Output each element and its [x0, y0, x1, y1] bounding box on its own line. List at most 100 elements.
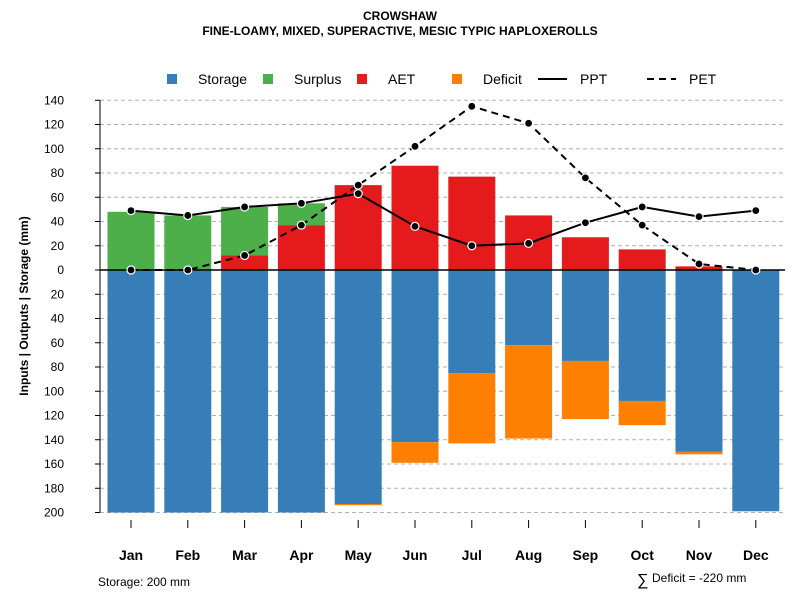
ppt-point	[296, 198, 306, 208]
pet-point	[694, 259, 704, 269]
y-tick-label: 20	[51, 287, 65, 301]
x-tick-label: Jan	[119, 547, 143, 563]
deficit-bar	[675, 451, 723, 455]
storage-bar	[334, 270, 382, 505]
y-tick-label: 40	[51, 215, 65, 229]
y-tick-label: 160	[44, 457, 64, 471]
legend-label: PPT	[580, 71, 608, 87]
deficit-bar	[391, 442, 439, 463]
storage-bar	[391, 270, 439, 443]
ppt-point	[240, 202, 250, 212]
deficit-bar	[334, 504, 382, 506]
legend-swatch	[357, 74, 367, 84]
deficit-bar	[448, 373, 496, 444]
aet-bar	[561, 237, 609, 270]
pet-point	[353, 180, 363, 190]
series-lines	[126, 101, 761, 275]
legend-swatch	[452, 74, 462, 84]
x-tick-label: Nov	[686, 547, 713, 563]
legend-label: Storage	[198, 71, 247, 87]
storage-bar	[448, 270, 496, 374]
aet-bar	[277, 225, 325, 270]
y-tick-label: 80	[51, 166, 65, 180]
deficit-bar	[618, 400, 666, 426]
storage-bar	[505, 270, 553, 346]
ppt-point	[126, 205, 136, 216]
deficit-note: Deficit = -220 mm	[652, 571, 746, 585]
pet-point	[183, 265, 193, 275]
y-tick-label: 200	[44, 506, 64, 520]
legend-label: PET	[689, 71, 717, 87]
y-tick-label: 40	[51, 312, 65, 326]
surplus-bar	[107, 211, 155, 270]
x-tick-label: May	[345, 547, 372, 563]
x-tick-label: Feb	[175, 547, 200, 563]
y-axis-ticks: 1401201008060402002040608010012014016018…	[44, 93, 100, 520]
x-tick-label: Sep	[573, 547, 599, 563]
ppt-point	[410, 221, 420, 231]
pet-point	[240, 250, 250, 261]
legend-label: AET	[388, 71, 416, 87]
storage-bar	[277, 270, 325, 513]
ppt-point	[467, 241, 477, 251]
y-tick-label: 20	[51, 239, 65, 253]
aet-bar	[221, 255, 269, 270]
x-tick-label: Oct	[631, 547, 655, 563]
surplus-bar	[164, 215, 212, 270]
chart-subtitle: FINE-LOAMY, MIXED, SUPERACTIVE, MESIC TY…	[202, 24, 597, 38]
legend-label: Deficit	[483, 71, 522, 87]
x-tick-label: Apr	[289, 547, 314, 563]
y-tick-label: 60	[51, 190, 65, 204]
y-tick-label: 100	[44, 142, 64, 156]
deficit-bar	[505, 345, 553, 439]
pet-point	[637, 220, 647, 230]
y-tick-label: 0	[57, 263, 64, 277]
ppt-line	[130, 192, 756, 247]
legend-swatch	[263, 74, 273, 84]
ppt-point	[353, 189, 363, 199]
x-tick-label: Jul	[462, 547, 482, 563]
storage-bar	[675, 270, 723, 452]
ppt-point	[183, 210, 193, 221]
surplus-bar	[277, 203, 325, 226]
pet-point	[523, 118, 534, 128]
chart-title: CROWSHAW	[363, 9, 438, 23]
aet-bar	[448, 176, 496, 270]
x-tick-label: Mar	[232, 547, 257, 563]
pet-point	[580, 173, 591, 183]
y-tick-label: 120	[44, 118, 64, 132]
storage-note: Storage: 200 mm	[98, 575, 190, 589]
legend-swatch	[167, 74, 177, 84]
y-tick-label: 180	[44, 481, 64, 495]
pet-point	[296, 220, 306, 230]
storage-bar	[107, 270, 155, 513]
x-tick-label: Aug	[515, 547, 542, 563]
y-tick-label: 60	[51, 336, 65, 350]
pet-point	[751, 265, 761, 275]
storage-bar	[732, 270, 780, 512]
y-tick-label: 120	[44, 409, 64, 423]
sum-symbol: ∑	[637, 572, 648, 589]
x-tick-label: Dec	[743, 547, 769, 563]
pet-point	[467, 101, 477, 111]
y-tick-label: 100	[44, 384, 64, 398]
pet-point	[410, 141, 420, 151]
legend: Storage Surplus AET Deficit PPT PET	[167, 71, 717, 87]
ppt-point	[751, 205, 761, 216]
legend-label: Surplus	[294, 71, 341, 87]
pet-point	[126, 265, 136, 275]
aet-bar	[618, 249, 666, 270]
storage-bar	[561, 270, 609, 361]
aet-bar	[334, 185, 382, 270]
ppt-point	[580, 218, 591, 228]
y-tick-label: 140	[44, 433, 64, 447]
ppt-point	[637, 202, 647, 212]
x-tick-label: Jun	[403, 547, 428, 563]
surplus-bar	[221, 206, 269, 256]
storage-bar	[618, 270, 666, 401]
x-axis-ticks: Jan Feb Mar Apr May Jun Jul Aug Sep Oct Nov Dec	[119, 520, 769, 563]
y-tick-label: 80	[51, 360, 65, 374]
bars	[107, 165, 780, 513]
pet-line	[131, 105, 756, 271]
